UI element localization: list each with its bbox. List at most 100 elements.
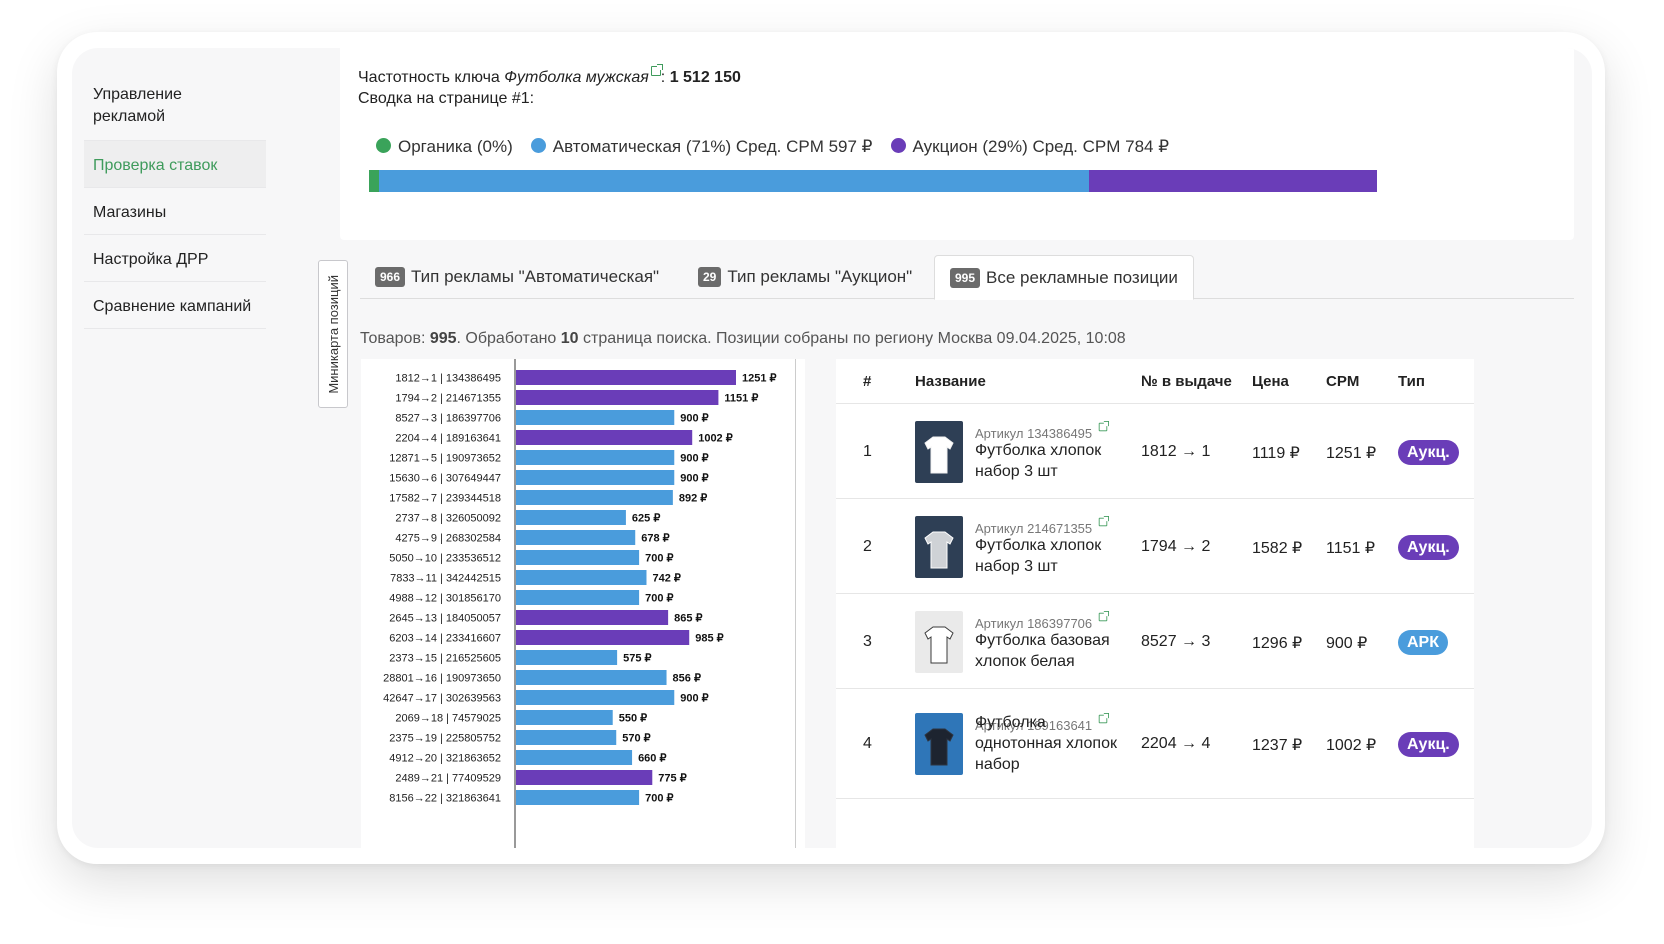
sidebar-item-ad-management[interactable]: Управление рекламой bbox=[84, 70, 266, 141]
bar-value-label: 865 ₽ bbox=[674, 613, 702, 625]
col-num[interactable]: # bbox=[863, 373, 872, 390]
pages-count: 10 bbox=[560, 330, 579, 347]
bar[interactable] bbox=[516, 710, 613, 725]
keyword-frequency: Частотность ключа Футболка мужская: 1 51… bbox=[358, 64, 741, 89]
ad-type-badge: Аукц. bbox=[1398, 534, 1459, 560]
bar[interactable] bbox=[516, 630, 690, 645]
sidebar-item-campaign-compare[interactable]: Сравнение кампаний bbox=[84, 282, 266, 329]
bar[interactable] bbox=[516, 770, 653, 785]
bar-value-label: 1251 ₽ bbox=[742, 373, 777, 385]
count-badge: 995 bbox=[950, 267, 981, 288]
external-link-icon[interactable] bbox=[1098, 713, 1109, 724]
external-link-icon[interactable] bbox=[1098, 420, 1109, 431]
bar[interactable] bbox=[516, 670, 667, 685]
external-link-icon[interactable] bbox=[1098, 610, 1109, 621]
article-number[interactable]: Артикул 214671355 bbox=[975, 515, 1109, 536]
bar-category-label: 2645→13 | 184050057 bbox=[389, 613, 501, 625]
cpm: 1251 ₽ bbox=[1326, 444, 1377, 462]
tab-auto[interactable]: 966 Тип рекламы "Автоматическая" bbox=[360, 255, 674, 299]
col-price[interactable]: Цена bbox=[1252, 373, 1289, 390]
bids-bar-chart: 1812→1 | 134386495 1251 ₽ 1794→2 | 2146713… bbox=[361, 359, 805, 848]
bar[interactable] bbox=[516, 750, 633, 765]
bar-value-label: 892 ₽ bbox=[679, 493, 707, 505]
table-row[interactable]: 3 Артикул 186397706 Футболка базовая хлоп… bbox=[836, 594, 1474, 689]
search-position: 1794 → 2 bbox=[1141, 537, 1211, 555]
share-split-bar bbox=[369, 170, 1377, 192]
bar-category-label: 6203→14 | 233416607 bbox=[389, 633, 501, 645]
bar[interactable] bbox=[516, 430, 693, 445]
bar-category-label: 2204→4 | 189163641 bbox=[395, 433, 501, 445]
sidebar-item-bid-check[interactable]: Проверка ставок bbox=[84, 141, 266, 188]
col-type[interactable]: Тип bbox=[1398, 373, 1425, 390]
bar[interactable] bbox=[516, 390, 719, 405]
search-info: Товаров: 995. Обработано 10 страница пои… bbox=[360, 330, 1126, 348]
count-badge: 966 bbox=[375, 267, 406, 287]
row-number: 3 bbox=[863, 632, 872, 650]
bar[interactable] bbox=[516, 470, 675, 485]
bar[interactable] bbox=[516, 650, 618, 665]
count-badge: 29 bbox=[698, 267, 722, 287]
sidebar-item-stores[interactable]: Магазины bbox=[84, 188, 266, 235]
bar-category-label: 17582→7 | 239344518 bbox=[389, 493, 501, 505]
bar-value-label: 900 ₽ bbox=[680, 473, 708, 485]
external-link-icon[interactable] bbox=[650, 64, 663, 76]
table-row[interactable]: 2 Артикул 214671355 Футболка хлопок набор… bbox=[836, 499, 1474, 594]
summary-card: Частотность ключа Футболка мужская: 1 51… bbox=[340, 48, 1574, 240]
bar-category-label: 7833→11 | 342442515 bbox=[390, 573, 501, 585]
bar[interactable] bbox=[516, 610, 669, 625]
bar-value-label: 660 ₽ bbox=[638, 753, 666, 765]
bar[interactable] bbox=[516, 590, 640, 605]
product-thumbnail[interactable] bbox=[915, 713, 963, 775]
table-row[interactable]: 1 Артикул 134386495 Футболка хлопок набор… bbox=[836, 404, 1474, 499]
bar[interactable] bbox=[516, 550, 640, 565]
bar-value-label: 575 ₽ bbox=[623, 653, 651, 665]
split-segment-organic bbox=[369, 170, 380, 192]
bar-category-label: 4912→20 | 321863652 bbox=[389, 753, 501, 765]
bar[interactable] bbox=[516, 570, 647, 585]
product-thumbnail[interactable] bbox=[915, 420, 963, 483]
chart-divider bbox=[795, 359, 796, 848]
bar[interactable] bbox=[516, 510, 626, 525]
ad-type-badge: Аукц. bbox=[1398, 732, 1459, 757]
bar-category-label: 8156→22 | 321863641 bbox=[389, 793, 501, 805]
bar-category-label: 5050→10 | 233536512 bbox=[389, 553, 501, 565]
app-window: Управление рекламой Проверка ставок Мага… bbox=[72, 48, 1592, 848]
sidebar-item-drr-settings[interactable]: Настройка ДРР bbox=[84, 235, 266, 282]
bar[interactable] bbox=[516, 370, 736, 385]
bar-value-label: 700 ₽ bbox=[645, 793, 673, 805]
col-name[interactable]: Название bbox=[915, 373, 986, 390]
bar[interactable] bbox=[516, 730, 617, 745]
legend-auction: Аукцион (29%) Сред. CPM 784 ₽ bbox=[890, 136, 1169, 158]
freq-separator: : bbox=[660, 69, 666, 86]
product-thumbnail[interactable] bbox=[915, 610, 963, 673]
product-thumbnail[interactable] bbox=[915, 515, 963, 578]
tab-auction[interactable]: 29 Тип рекламы "Аукцион" bbox=[683, 255, 927, 299]
bar-value-label: 856 ₽ bbox=[673, 673, 701, 685]
bar-category-label: 2373→15 | 216525605 bbox=[389, 653, 501, 665]
bar-value-label: 700 ₽ bbox=[645, 593, 673, 605]
bar[interactable] bbox=[516, 690, 675, 705]
bar-category-label: 42647→17 | 302639563 bbox=[383, 693, 501, 705]
info-text: страница поиска. Позиции собраны по реги… bbox=[578, 330, 1126, 347]
bar[interactable] bbox=[516, 450, 675, 465]
cpm: 1002 ₽ bbox=[1326, 737, 1377, 754]
article-number[interactable]: Артикул 134386495 bbox=[975, 420, 1109, 441]
col-position[interactable]: № в выдаче bbox=[1141, 373, 1232, 390]
minimap-toggle[interactable]: Миникарта позиций bbox=[318, 260, 348, 408]
keyword-link[interactable]: Футболка мужская bbox=[504, 69, 649, 86]
price: 1237 ₽ bbox=[1252, 737, 1303, 754]
article-number[interactable]: Артикул 186397706 bbox=[975, 610, 1109, 631]
col-cpm[interactable]: CPM bbox=[1326, 373, 1360, 390]
bar-category-label: 2375→19 | 225805752 bbox=[389, 733, 501, 745]
table-row[interactable]: 4 Артикул 189163641 Футболка однотонная х… bbox=[836, 689, 1474, 799]
article-number[interactable]: Артикул 189163641 bbox=[975, 713, 1109, 733]
bar[interactable] bbox=[516, 790, 640, 805]
bar[interactable] bbox=[516, 410, 675, 425]
bar[interactable] bbox=[516, 530, 636, 545]
bar-category-label: 15630→6 | 307649447 bbox=[389, 473, 501, 485]
tab-all-positions[interactable]: 995 Все рекламные позиции bbox=[934, 255, 1194, 300]
bar[interactable] bbox=[516, 490, 673, 505]
goods-count: 995 bbox=[429, 330, 457, 347]
legend-label: Автоматическая (71%) Сред. CPM 597 ₽ bbox=[552, 137, 873, 156]
external-link-icon[interactable] bbox=[1098, 515, 1109, 526]
